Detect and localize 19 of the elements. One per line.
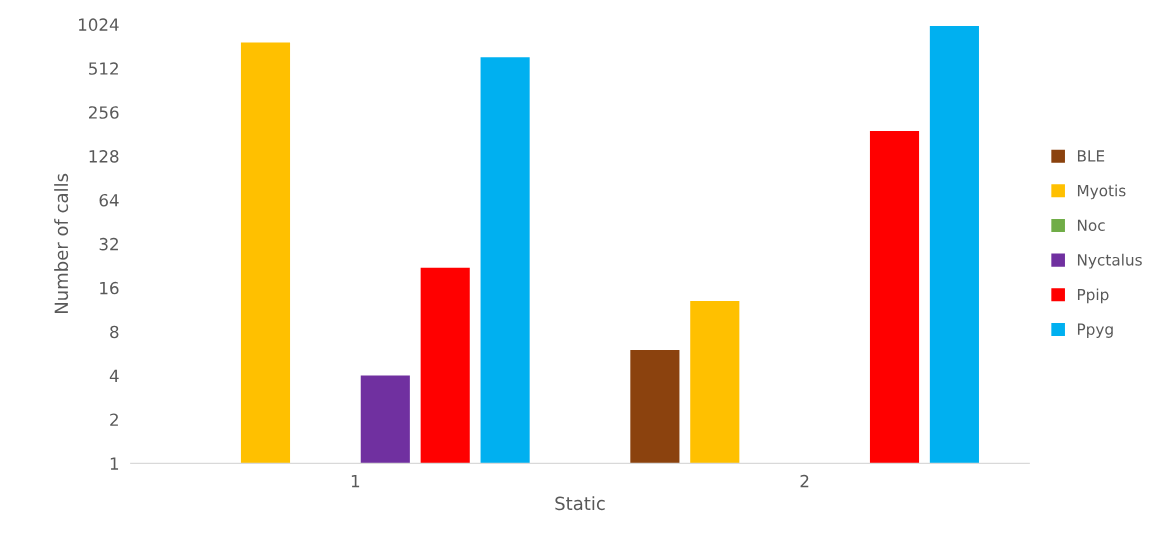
y-tick-label: 2 [110,413,118,426]
y-tick-label: 1024 [79,18,119,31]
y-tick-label: 256 [89,106,119,119]
legend-label: Ppyg [1077,323,1113,338]
y-tick-label: 8 [110,325,119,339]
y-tick-label: 512 [89,62,118,75]
legend-label: Myotis [1077,184,1126,200]
y-tick-label: 4 [109,369,119,382]
legend-label: Noc [1077,219,1105,232]
y-axis-title: Number of calls [54,173,69,314]
y-tick-label: 1 [110,457,119,470]
legend-label: Nyctalus [1077,253,1142,269]
y-tick-label: 16 [100,281,119,295]
y-tick-label: 64 [99,193,119,207]
x-axis-title: Static [555,496,605,511]
y-tick-label: 32 [99,237,118,251]
y-tick-label: 128 [89,150,119,163]
legend-label: Ppip [1077,288,1109,304]
legend-label: BLE [1077,150,1105,162]
